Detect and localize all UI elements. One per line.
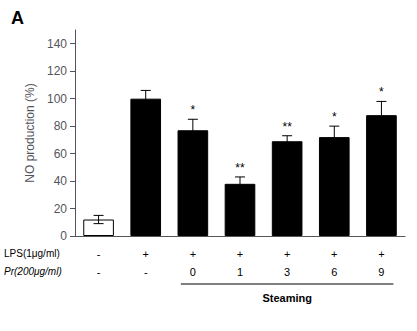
svg-text:*: * — [379, 85, 384, 99]
svg-text:9: 9 — [378, 266, 384, 278]
svg-text:+: + — [331, 248, 337, 260]
svg-text:100: 100 — [47, 92, 67, 106]
svg-text:-: - — [97, 266, 101, 278]
svg-text:140: 140 — [47, 37, 67, 51]
svg-text:LPS(1μg/ml): LPS(1μg/ml) — [4, 248, 60, 259]
svg-text:120: 120 — [47, 64, 67, 78]
svg-text:3: 3 — [284, 266, 290, 278]
svg-text:**: ** — [235, 161, 245, 175]
svg-text:+: + — [284, 248, 290, 260]
svg-text:0: 0 — [60, 229, 67, 243]
svg-text:40: 40 — [54, 174, 68, 188]
svg-text:Steaming: Steaming — [262, 292, 312, 304]
svg-text:NO production (%): NO production (%) — [23, 83, 37, 182]
svg-text:+: + — [378, 248, 384, 260]
svg-text:**: ** — [282, 120, 292, 134]
svg-text:+: + — [142, 248, 148, 260]
svg-text:80: 80 — [54, 119, 68, 133]
svg-text:A: A — [11, 8, 24, 28]
svg-text:Pr(200μg/ml): Pr(200μg/ml) — [4, 266, 62, 277]
svg-text:*: * — [332, 110, 337, 124]
svg-text:-: - — [144, 266, 148, 278]
svg-text:+: + — [237, 248, 243, 260]
svg-text:*: * — [191, 103, 196, 117]
svg-text:-: - — [97, 248, 101, 260]
svg-text:20: 20 — [54, 202, 68, 216]
svg-text:6: 6 — [331, 266, 337, 278]
svg-text:+: + — [190, 248, 196, 260]
svg-text:1: 1 — [237, 266, 243, 278]
svg-text:60: 60 — [54, 147, 68, 161]
svg-text:0: 0 — [190, 266, 196, 278]
